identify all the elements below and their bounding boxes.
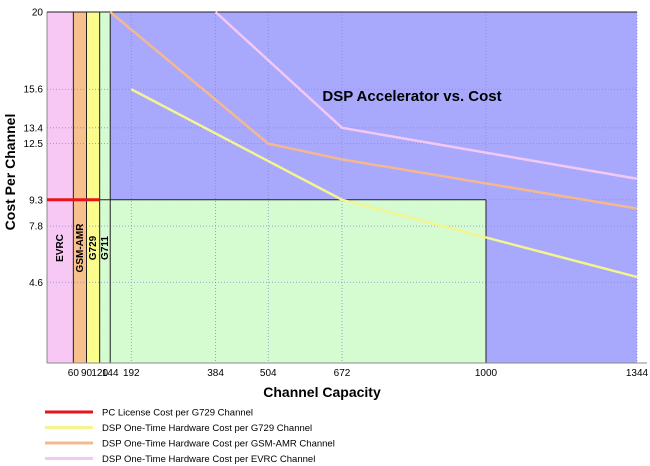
series-line-2: [130, 88, 638, 279]
legend-label: DSP One-Time Hardware Cost per EVRC Chan…: [102, 454, 315, 465]
legend: PC License Cost per G729 Channel DSP One-…: [45, 408, 335, 465]
legend-label: DSP One-Time Hardware Cost per GSM-AMR C…: [102, 439, 335, 450]
y-tick-label: 9.3: [29, 195, 43, 206]
savings-region: [99, 199, 486, 363]
x-tick-label: 1344: [626, 368, 649, 379]
band-evrc: [47, 12, 74, 363]
x-axis-title: Channel Capacity: [263, 384, 381, 400]
y-tick-label: 12.5: [24, 139, 44, 150]
x-tick-label: 90: [81, 368, 93, 379]
band-label: G711: [100, 236, 111, 260]
legend-label: PC License Cost per G729 Channel: [102, 408, 253, 419]
band-label: EVRC: [55, 234, 66, 262]
series-line-3: [109, 11, 638, 210]
x-tick-label: 384: [207, 368, 224, 379]
y-tick-label: 7.8: [29, 222, 43, 233]
y-tick-label: 4.6: [29, 278, 43, 289]
x-tick-label: 144: [102, 368, 119, 379]
x-tick-label: 120: [91, 368, 108, 379]
x-tick-label: 1000: [475, 368, 498, 379]
y-axis-title: Cost Per Channel: [2, 114, 18, 231]
x-tick-label: 60: [68, 368, 80, 379]
band-gsm-amr: [73, 12, 87, 363]
y-tick-label: 20: [32, 8, 44, 19]
x-tick-label: 672: [334, 368, 351, 379]
x-tick-label: 192: [123, 368, 140, 379]
legend-label: DSP One-Time Hardware Cost per G729 Chan…: [102, 423, 312, 434]
band-label: GSM-AMR: [75, 223, 86, 273]
series-line-4: [214, 11, 638, 180]
band-label: G729: [88, 235, 99, 260]
y-tick-label: 13.4: [24, 123, 44, 134]
chart-title: DSP Accelerator vs. Cost: [322, 88, 501, 105]
band-g729: [86, 12, 100, 363]
band-g711: [99, 12, 111, 363]
x-tick-label: 504: [260, 368, 277, 379]
y-tick-label: 15.6: [24, 85, 44, 96]
